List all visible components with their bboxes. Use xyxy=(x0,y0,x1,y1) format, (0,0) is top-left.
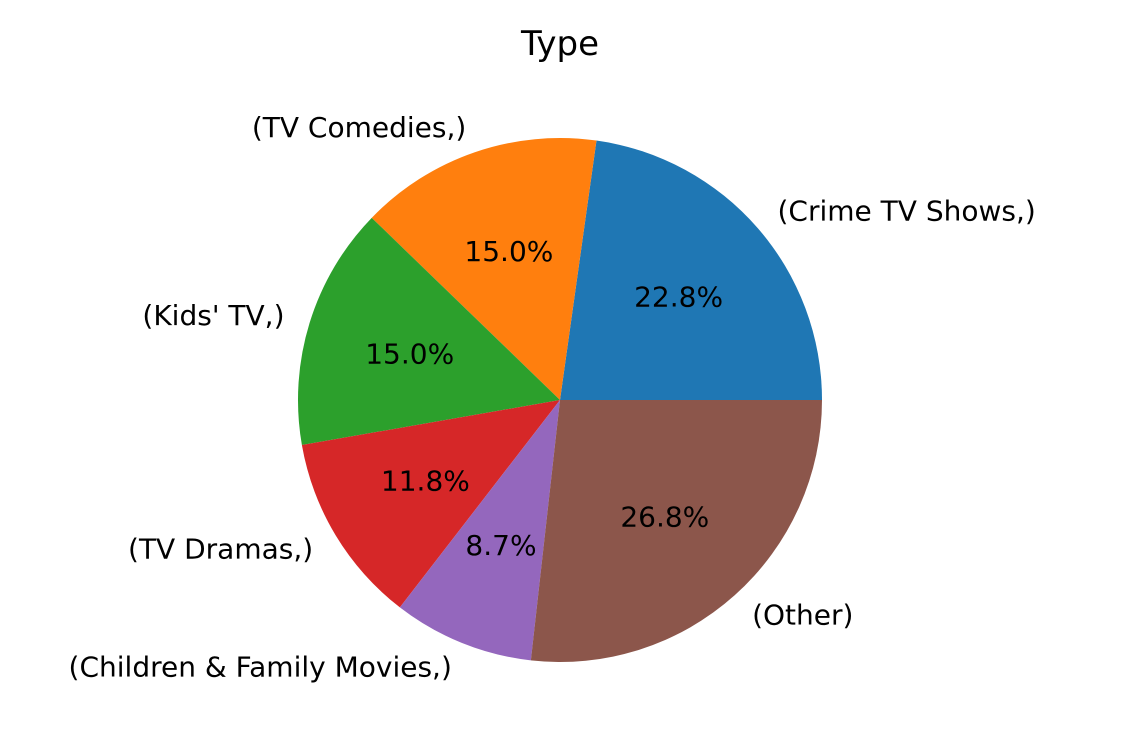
slice-category-label: (Crime TV Shows,) xyxy=(778,194,1036,227)
pie-slice xyxy=(301,400,560,608)
slice-percentage-label: 11.8% xyxy=(381,465,470,498)
slice-percentage-label: 15.0% xyxy=(365,337,454,370)
slice-category-label: (TV Comedies,) xyxy=(252,111,466,144)
slice-category-label: (Other) xyxy=(752,598,853,631)
pie-slice xyxy=(297,217,560,445)
pie-slices xyxy=(297,137,823,663)
slice-percentage-label: 22.8% xyxy=(634,280,723,313)
slice-category-label: (Children & Family Movies,) xyxy=(69,651,452,684)
percentage-labels: 22.8% 15.0% 15.0% 11.8% 8.7% 26.8% xyxy=(365,235,723,562)
category-labels: (Crime TV Shows,) (TV Comedies,) (Kids' TV… xyxy=(69,111,1036,684)
pie-slice xyxy=(399,400,560,661)
pie-slice xyxy=(371,137,597,400)
slice-percentage-label: 15.0% xyxy=(464,235,553,268)
pie-slice xyxy=(530,400,822,663)
chart-title: Type xyxy=(520,24,599,64)
slice-category-label: (TV Dramas,) xyxy=(128,532,313,565)
slice-percentage-label: 26.8% xyxy=(620,501,709,534)
pie-slice xyxy=(560,140,823,401)
slice-percentage-label: 8.7% xyxy=(465,529,536,562)
slice-category-label: (Kids' TV,) xyxy=(142,299,284,332)
